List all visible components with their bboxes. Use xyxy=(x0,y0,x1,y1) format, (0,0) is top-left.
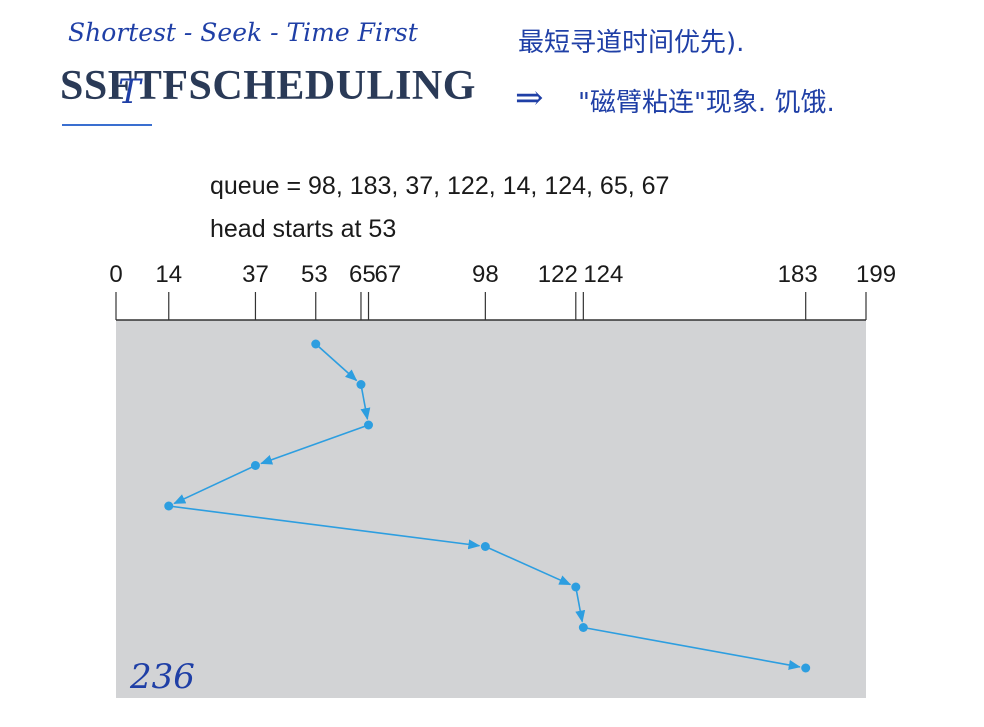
seek-point-37 xyxy=(250,461,260,470)
handwritten-english-note: Shortest - Seek - Time First xyxy=(68,18,418,47)
axis-tick-label-98: 98 xyxy=(472,261,499,288)
seek-point-98 xyxy=(480,542,490,551)
seek-point-14 xyxy=(164,501,174,511)
seek-segment-122-to-124 xyxy=(575,586,586,623)
seek-segment-98-to-122 xyxy=(485,545,572,586)
seek-point-183 xyxy=(801,663,811,673)
seek-point-67 xyxy=(364,420,374,430)
handwritten-chinese-note: 最短寻道时间优先). xyxy=(518,28,745,58)
axis-tick-label-14: 14 xyxy=(155,261,182,288)
handwritten-sticky-note: "磁臂粘连"现象. 饥饿. xyxy=(578,88,835,118)
axis-tick-label-124: 124 xyxy=(583,261,623,288)
seek-segment-67-to-37 xyxy=(260,424,369,465)
axis-tick-label-67: 67 xyxy=(375,261,402,288)
axis-tick-label-65: 65 xyxy=(349,261,376,288)
diagram-panel xyxy=(116,320,866,698)
queue-label: queue = 98, 183, 37, 122, 14, 124, 65, 6… xyxy=(210,172,670,200)
head-start-label: head starts at 53 xyxy=(210,215,397,243)
seek-point-65 xyxy=(356,380,366,389)
handwritten-arrow: ⇒ xyxy=(515,78,544,118)
seek-point-124 xyxy=(578,623,588,632)
seek-segment-53-to-65 xyxy=(315,343,358,382)
seek-point-53 xyxy=(311,339,321,349)
seek-segment-37-to-14 xyxy=(173,464,256,505)
axis-tick-label-0: 0 xyxy=(109,261,122,288)
seek-segment-14-to-98 xyxy=(168,505,481,550)
axis-tick-label-183: 183 xyxy=(778,261,818,288)
axis-tick-label-37: 37 xyxy=(242,261,269,288)
axis-tick-label-122: 122 xyxy=(538,261,578,288)
handwritten-title-correction: T xyxy=(118,72,141,112)
axis-tick-label-199: 199 xyxy=(856,261,896,288)
seek-segment-65-to-67 xyxy=(360,384,371,421)
seek-point-122 xyxy=(571,582,581,592)
axis-tick-label-53: 53 xyxy=(301,261,328,288)
title-underline xyxy=(62,124,152,126)
seek-segment-124-to-183 xyxy=(583,626,801,670)
page-title: SSFTFSCHEDULING xyxy=(60,63,476,109)
page-title-wrap: SSFTFSCHEDULING xyxy=(60,62,476,110)
handwritten-total-seek: 236 xyxy=(129,657,195,697)
